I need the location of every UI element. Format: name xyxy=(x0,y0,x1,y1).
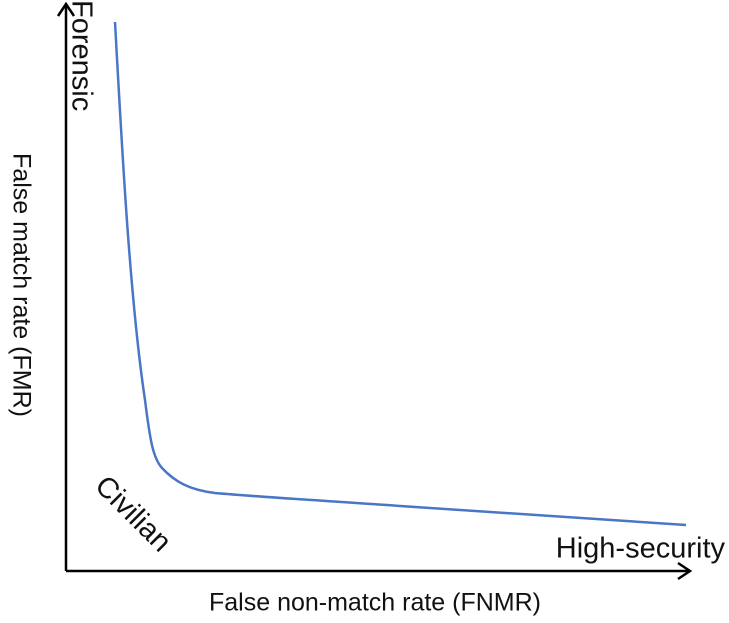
forensic-label: Forensic xyxy=(65,0,97,111)
y-axis-label: False match rate (FMR) xyxy=(7,153,35,417)
tradeoff-curve xyxy=(113,21,687,527)
x-axis-label: False non-match rate (FNMR) xyxy=(209,589,541,617)
axes xyxy=(56,1,693,581)
y-arrow xyxy=(56,1,76,17)
high-security-label: High-security xyxy=(556,533,726,565)
civilian-label: Civilian xyxy=(89,470,178,559)
x-arrow xyxy=(677,561,693,581)
